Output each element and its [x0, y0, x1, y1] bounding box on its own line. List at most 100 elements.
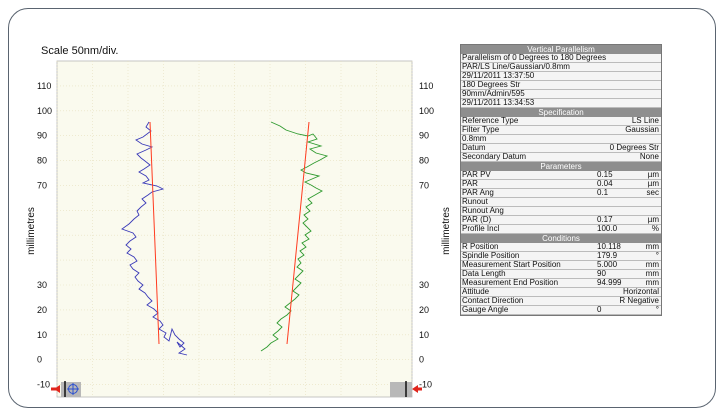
conditions-value: [559, 297, 599, 305]
y-tick-label-left: 10: [37, 330, 47, 340]
y-tick-label-right: 80: [419, 156, 429, 166]
spec-label: 0.8mm: [462, 135, 487, 143]
conditions-label: Attitude: [462, 288, 490, 296]
right-end-marker[interactable]: [390, 381, 422, 397]
conditions-value: 94.999: [597, 279, 622, 287]
profile-trace-0-degrees: [121, 121, 188, 356]
vertical-parallelism-line: 29/11/2011 13:34:53: [461, 99, 661, 108]
vertical-parallelism-line: PAR/LS Line/Gaussian/0.8mm: [461, 63, 661, 72]
conditions-value: [559, 288, 599, 296]
line-text: 29/11/2011 13:37:50: [462, 72, 535, 80]
specification-row: Filter Type Gaussian: [461, 126, 661, 135]
conditions-unit: R Negative: [619, 297, 659, 305]
spec-label: Secondary Datum: [462, 153, 527, 161]
y-tick-label-right: -10: [419, 380, 432, 390]
parameters-value: 0.17: [597, 216, 613, 224]
conditions-label: Spindle Position: [462, 252, 520, 260]
plot-grid: [56, 61, 413, 397]
parameters-unit: %: [651, 225, 659, 233]
y-tick-label-right: 10: [419, 330, 429, 340]
conditions-label: Gauge Angle: [462, 306, 509, 314]
conditions-unit: mm: [645, 261, 659, 269]
parameters-label: PAR Ang: [462, 189, 494, 197]
parameters-label: PAR PV: [462, 171, 491, 179]
conditions-row: R Position 10.118 mm: [461, 243, 661, 252]
y-tick-label-left: 80: [37, 156, 47, 166]
parameters-row: PAR PV 0.15 µm: [461, 171, 661, 180]
scale-label: Scale 50nm/div.: [41, 45, 119, 57]
parameters-value: 0.15: [597, 171, 613, 179]
conditions-unit: °: [655, 252, 659, 260]
parameters-unit: [637, 198, 661, 206]
specification-row: Datum 0 Degrees Str: [461, 144, 661, 153]
spec-label: Datum: [462, 144, 486, 152]
parameters-value: 0.04: [597, 180, 613, 188]
line-text: 180 Degrees Str: [462, 81, 521, 89]
spec-value: Gaussian: [625, 126, 659, 134]
section-header-conditions: Conditions: [461, 234, 661, 243]
conditions-label: Measurement End Position: [462, 279, 559, 287]
parameters-label: PAR (D): [462, 216, 492, 224]
spec-label: Reference Type: [462, 117, 519, 125]
line-text: Parallelism of 0 Degrees to 180 Degrees: [462, 54, 607, 62]
conditions-unit: mm: [645, 243, 659, 251]
y-tick-label-right: 70: [419, 180, 429, 190]
end-stop-marker-icon[interactable]: [412, 385, 422, 393]
profile-trace-180-degrees: [260, 121, 329, 352]
section-header-specification: Specification: [461, 108, 661, 117]
conditions-row: Measurement End Position 94.999 mm: [461, 279, 661, 288]
conditions-value: 90: [597, 270, 606, 278]
y-tick-label-left: 100: [37, 106, 52, 116]
specification-rows: Reference Type LS Line Filter Type Gaussian…: [461, 117, 661, 162]
parameters-label: Profile Incl: [462, 225, 500, 233]
left-end-marker[interactable]: [51, 381, 81, 397]
condition-rows: R Position 10.118 mm Spindle Position 179.9 °…: [461, 243, 661, 315]
parameters-row: Runout Ang: [461, 207, 661, 216]
conditions-row: Gauge Angle 0 °: [461, 306, 661, 315]
y-tick-label-left: 30: [37, 280, 47, 290]
conditions-row: Spindle Position 179.9 °: [461, 252, 661, 261]
conditions-unit: °: [655, 306, 659, 314]
parameters-value: [597, 207, 637, 215]
y-tick-label-left: 70: [37, 180, 47, 190]
parameters-row: PAR 0.04 µm: [461, 180, 661, 189]
y-tick-label-right: 20: [419, 305, 429, 315]
vertical-parallelism-line: 90mm/Admin/595: [461, 90, 661, 99]
conditions-row: Data Length 90 mm: [461, 270, 661, 279]
left-axis-title: millimetres: [26, 207, 37, 255]
conditions-value: 10.118: [597, 243, 621, 251]
parameters-label: Runout Ang: [462, 207, 504, 215]
parameters-label: PAR: [462, 180, 478, 188]
conditions-unit: mm: [645, 270, 659, 278]
fit-line-180-degrees: [286, 121, 310, 345]
fit-line-0-degrees: [149, 121, 160, 345]
parameters-row: Profile Incl 100.0%: [461, 225, 661, 234]
y-tick-label-right: 90: [419, 131, 429, 141]
conditions-label: R Position: [462, 243, 499, 251]
specification-row: Secondary Datum None: [461, 153, 661, 162]
section-header-vertical-parallelism: Vertical Parallelism: [461, 45, 661, 54]
conditions-value: 5.000: [597, 261, 618, 269]
crosshair-target-icon[interactable]: [67, 383, 79, 395]
spec-value: 0 Degrees Str: [609, 144, 659, 152]
conditions-value: 179.9: [597, 252, 618, 260]
conditions-unit: Horizontal: [622, 288, 659, 296]
conditions-unit: mm: [645, 279, 659, 287]
y-tick-label-left: 20: [37, 305, 47, 315]
parameters-unit: [637, 207, 661, 215]
right-axis-title: millimetres: [441, 207, 452, 255]
y-tick-label-right: 100: [419, 106, 434, 116]
line-text: 29/11/2011 13:34:53: [462, 99, 535, 107]
spec-label: Filter Type: [462, 126, 500, 134]
vertical-parallelism-lines: Parallelism of 0 Degrees to 180 Degrees P…: [461, 54, 661, 108]
parameters-unit: µm: [647, 171, 659, 179]
report-frame: Scale 50nm/div. 110 100 90 80 70 30 20 10 0 -10 1…: [8, 8, 716, 408]
section-header-parameters: Parameters: [461, 162, 661, 171]
parameters-row: PAR Ang 0.1 sec: [461, 189, 661, 198]
y-tick-label-left: 0: [37, 355, 42, 365]
vertical-parallelism-line: 29/11/2011 13:37:50: [461, 72, 661, 81]
conditions-label: Measurement Start Position: [462, 261, 561, 269]
specification-row: Reference Type LS Line: [461, 117, 661, 126]
line-text: 90mm/Admin/595: [462, 90, 525, 98]
